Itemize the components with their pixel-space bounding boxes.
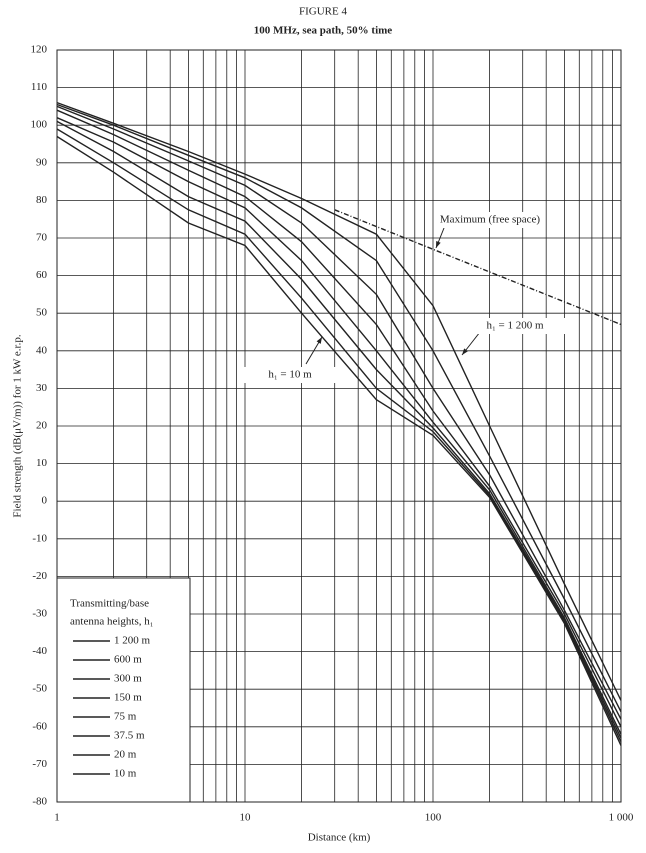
legend-box [56, 577, 191, 803]
x-tick-label: 100 [425, 812, 442, 824]
y-tick-label: 70 [36, 232, 48, 244]
y-tick-label: 110 [31, 81, 48, 93]
annotation: h₁ = 10 m [268, 369, 312, 381]
legend-label: 300 m [114, 673, 142, 685]
arrow-head [436, 241, 441, 248]
legend-label: 20 m [114, 749, 137, 761]
y-tick-label: 10 [36, 457, 48, 469]
y-tick-label: -70 [32, 758, 47, 770]
series-line [56, 109, 622, 728]
x-tick-label: 1 [54, 812, 60, 824]
y-tick-label: -10 [32, 532, 47, 544]
y-tick-label: -60 [32, 720, 47, 732]
series-line [56, 120, 622, 739]
y-tick-label: 50 [36, 307, 48, 319]
y-tick-label: 90 [36, 156, 48, 168]
y-tick-label: -40 [32, 645, 47, 657]
x-tick-label: 1 000 [609, 812, 634, 824]
plot-frame [56, 49, 622, 803]
y-tick-label: 30 [36, 382, 48, 394]
y-tick-label: 100 [31, 119, 48, 131]
legend-label: 37.5 m [114, 730, 145, 742]
series-line [56, 103, 622, 713]
legend-title: Transmitting/base [70, 598, 149, 610]
chart-title: FIGURE 4 [299, 6, 347, 18]
y-tick-label: 80 [36, 194, 48, 206]
x-tick-label: 10 [240, 812, 252, 824]
y-axis-label: Field strength (dB(μV/m)) for 1 kW e.r.p… [12, 334, 24, 517]
annotation-bg [465, 318, 565, 334]
annotation-bg [240, 367, 340, 383]
y-tick-label: 0 [42, 495, 48, 507]
series-line [56, 101, 622, 701]
arrow-head [316, 337, 322, 344]
legend-label: 1 200 m [114, 635, 151, 647]
legend-label: 150 m [114, 692, 142, 704]
y-tick-label: -20 [32, 570, 47, 582]
x-axis-label: Distance (km) [308, 832, 371, 844]
legend-title: antenna heights, h₁ [70, 616, 154, 628]
legend-label: 10 m [114, 768, 137, 780]
free-space-line [334, 209, 622, 326]
legend-label: 600 m [114, 654, 142, 666]
arrow-head [462, 348, 468, 355]
annotation: h₁ = 1 200 m [486, 320, 544, 332]
annotation-bg [440, 212, 540, 228]
chart-subtitle: 100 MHz, sea path, 50% time [254, 25, 393, 37]
y-tick-label: 40 [36, 344, 48, 356]
legend-label: 75 m [114, 711, 137, 723]
y-tick-label: 20 [36, 420, 48, 432]
y-tick-label: -30 [32, 608, 47, 620]
y-tick-label: -80 [32, 796, 47, 808]
annotation: Maximum (free space) [440, 214, 541, 226]
y-tick-label: -50 [32, 683, 47, 695]
y-tick-label: 60 [36, 269, 48, 281]
series-line [56, 128, 622, 743]
series-line [56, 105, 622, 720]
series-line [56, 117, 622, 735]
series-line [56, 135, 622, 746]
y-tick-label: 120 [31, 44, 48, 56]
